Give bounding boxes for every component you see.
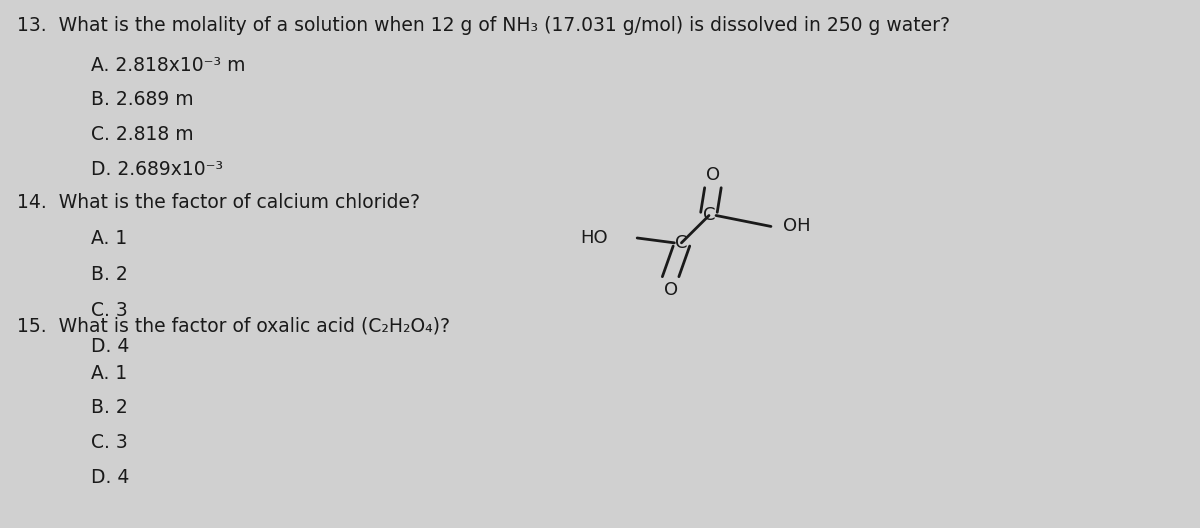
Text: B. 2: B. 2 xyxy=(91,265,128,284)
Text: HO: HO xyxy=(580,229,607,247)
Text: 15.  What is the factor of oxalic acid (C₂H₂O₄)?: 15. What is the factor of oxalic acid (C… xyxy=(17,317,450,336)
Text: C: C xyxy=(676,234,688,252)
Text: A. 1: A. 1 xyxy=(91,229,127,248)
Text: C: C xyxy=(703,206,715,224)
Text: D. 4: D. 4 xyxy=(91,468,130,487)
Text: C. 3: C. 3 xyxy=(91,301,128,320)
Text: C. 2.818 m: C. 2.818 m xyxy=(91,125,194,144)
Text: OH: OH xyxy=(782,218,810,235)
Text: 14.  What is the factor of calcium chloride?: 14. What is the factor of calcium chlori… xyxy=(17,193,420,212)
Text: B. 2: B. 2 xyxy=(91,399,128,418)
Text: D. 2.689x10⁻³: D. 2.689x10⁻³ xyxy=(91,159,223,178)
Text: D. 4: D. 4 xyxy=(91,337,130,356)
Text: O: O xyxy=(664,280,678,298)
Text: O: O xyxy=(706,166,720,184)
Text: A. 2.818x10⁻³ m: A. 2.818x10⁻³ m xyxy=(91,56,246,75)
Text: 13.  What is the molality of a solution when 12 g of NH₃ (17.031 g/mol) is disso: 13. What is the molality of a solution w… xyxy=(17,16,950,35)
Text: C. 3: C. 3 xyxy=(91,433,128,452)
Text: A. 1: A. 1 xyxy=(91,364,127,383)
Text: B. 2.689 m: B. 2.689 m xyxy=(91,90,194,109)
